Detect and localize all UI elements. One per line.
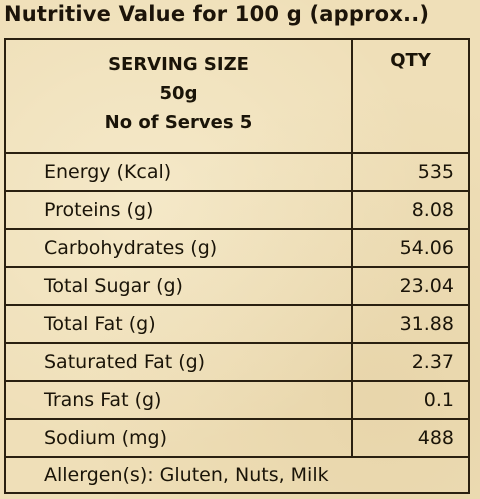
table-row: Sodium (mg) 488 bbox=[6, 420, 468, 458]
nutrient-value: 2.37 bbox=[411, 351, 454, 373]
nutrient-label: Proteins (g) bbox=[6, 192, 353, 228]
serving-size-label: SERVING SIZE bbox=[108, 54, 249, 75]
page-title: Nutritive Value for 100 g (approx..) bbox=[4, 2, 430, 26]
table-row: Carbohydrates (g) 54.06 bbox=[6, 230, 468, 268]
serves-count: No of Serves 5 bbox=[104, 112, 253, 133]
table-header-row: SERVING SIZE 50g No of Serves 5 QTY bbox=[6, 40, 468, 154]
nutrient-value: 23.04 bbox=[399, 275, 454, 297]
table-row: Total Fat (g) 31.88 bbox=[6, 306, 468, 344]
serving-size-value: 50g bbox=[159, 83, 198, 104]
serving-size-cell: SERVING SIZE 50g No of Serves 5 bbox=[6, 40, 353, 152]
nutrient-label: Energy (Kcal) bbox=[6, 154, 353, 190]
nutrient-label: Trans Fat (g) bbox=[6, 382, 353, 418]
nutrition-table: SERVING SIZE 50g No of Serves 5 QTY Ener… bbox=[4, 38, 470, 494]
table-row: Energy (Kcal) 535 bbox=[6, 154, 468, 192]
nutrient-value: 31.88 bbox=[399, 313, 454, 335]
nutrient-value: 535 bbox=[417, 161, 454, 183]
nutrient-value: 54.06 bbox=[399, 237, 454, 259]
nutrient-label: Total Sugar (g) bbox=[6, 268, 353, 304]
nutrient-value: 488 bbox=[417, 427, 454, 449]
nutrient-value: 8.08 bbox=[411, 199, 454, 221]
table-row: Total Sugar (g) 23.04 bbox=[6, 268, 468, 306]
qty-label: QTY bbox=[390, 50, 431, 71]
nutrient-label: Saturated Fat (g) bbox=[6, 344, 353, 380]
table-row: Proteins (g) 8.08 bbox=[6, 192, 468, 230]
qty-header-cell: QTY bbox=[353, 40, 468, 152]
nutrient-label: Sodium (mg) bbox=[6, 420, 353, 456]
nutrient-value: 0.1 bbox=[423, 389, 454, 411]
allergen-info: Allergen(s): Gluten, Nuts, Milk bbox=[44, 464, 329, 486]
nutrient-label: Total Fat (g) bbox=[6, 306, 353, 342]
table-row: Saturated Fat (g) 2.37 bbox=[6, 344, 468, 382]
nutrient-label: Carbohydrates (g) bbox=[6, 230, 353, 266]
table-row: Trans Fat (g) 0.1 bbox=[6, 382, 468, 420]
